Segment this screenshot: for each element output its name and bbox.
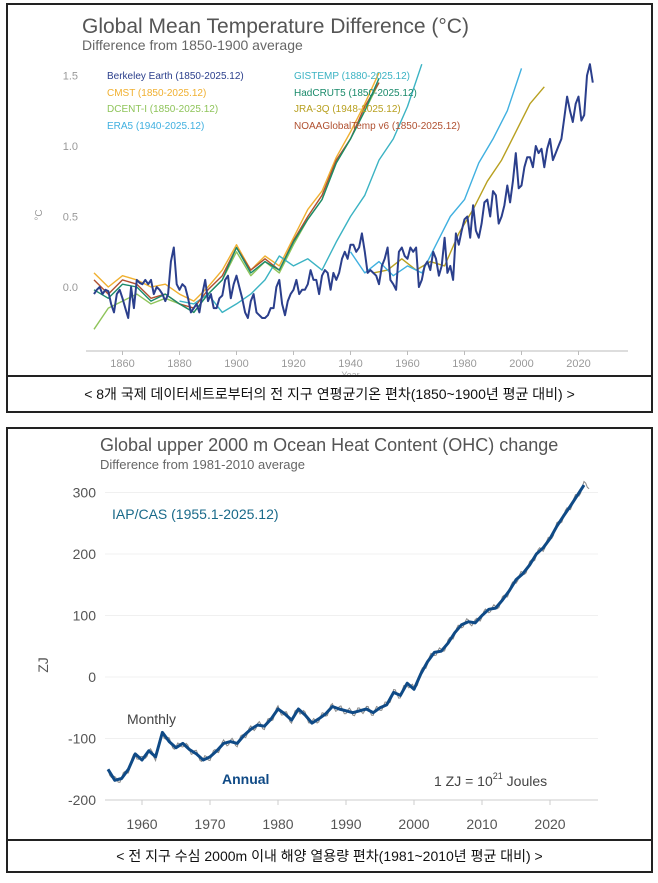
x-tick-label: 2020 [566,358,590,370]
x-tick-label: 1980 [452,358,476,370]
series-line-cmst [93,72,380,302]
y-tick-label: 100 [73,608,97,624]
y-tick-label: 0.0 [63,282,78,294]
y-tick-label: 300 [73,485,97,501]
unit-note: 1 ZJ = 1021 Joules [434,771,547,789]
legend-entry: DCENT-I (1850-2025.12) [107,104,218,115]
y-tick-label: 0 [88,669,96,685]
y-axis-label: ZJ [35,657,51,673]
ohc-caption: < 전 지구 수심 2000m 이내 해양 열용량 편차(1981~2010년 … [8,839,651,871]
chart-subtitle: Difference from 1850-1900 average [82,37,303,53]
y-tick-label: -100 [68,731,96,747]
monthly-line [107,480,590,783]
chart-subtitle: Difference from 1981-2010 average [100,457,305,472]
series-line-era5 [349,68,523,277]
legend-entry: JRA-3Q (1948-2025.12) [294,104,401,115]
x-tick-label: 2000 [398,816,429,832]
x-tick-label: 2000 [509,358,533,370]
chart-title: Global Mean Temperature Difference (°C) [82,15,469,38]
legend-entry: Berkeley Earth (1850-2025.12) [107,71,244,82]
y-tick-label: 200 [73,546,97,562]
series-line-gistemp [179,63,423,314]
y-axis-label: °C [34,209,45,220]
x-tick-label: 1900 [224,358,248,370]
unit-note-unit-exp: 21 [493,771,503,781]
x-tick-label: 1980 [262,816,293,832]
temperature-caption: < 8개 국제 데이터세트로부터의 전 지구 연평균기온 편차(1850~190… [8,375,651,411]
series-line-hadcrut5 [93,78,380,314]
dataset-label: IAP/CAS (1955.1-2025.12) [112,506,279,522]
x-tick-label: 2010 [466,816,497,832]
series-line-dcent-i [93,82,380,330]
series-line-jra-3q [373,86,545,274]
series-line-noaaglobaltemp [93,82,380,309]
x-tick-label: 1860 [110,358,134,370]
x-tick-label: 1960 [395,358,419,370]
legend-entry: HadCRUT5 (1850-2025.12) [294,88,417,99]
x-axis-label: Year [341,370,359,375]
temperature-chart: Global Mean Temperature Difference (°C)D… [34,15,628,375]
x-tick-label: 1960 [126,816,157,832]
y-tick-label: 1.0 [63,141,78,153]
annual-label: Annual [222,771,269,787]
legend-entry: NOAAGlobalTemp v6 (1850-2025.12) [294,121,460,132]
legend-entry: GISTEMP (1880-2025.12) [294,71,410,82]
y-tick-label: 0.5 [63,212,78,224]
chart-title: Global upper 2000 m Ocean Heat Content (… [100,435,558,455]
unit-note-unit-prefix: 1 ZJ = 10 [434,773,493,789]
annual-line [106,484,586,782]
x-tick-label: 1940 [338,358,362,370]
x-tick-label: 2020 [534,816,565,832]
unit-note-unit-suffix: Joules [503,773,547,789]
legend-entry: ERA5 (1940-2025.12) [107,121,204,132]
ohc-chart: Global upper 2000 m Ocean Heat Content (… [35,435,598,832]
x-tick-label: 1970 [194,816,225,832]
x-tick-label: 1880 [167,358,191,370]
monthly-label: Monthly [127,711,176,727]
x-tick-label: 1990 [330,816,361,832]
temperature-chart-panel: Global Mean Temperature Difference (°C) D… [6,3,653,413]
y-tick-label: -200 [68,792,96,808]
x-tick-label: 1920 [281,358,305,370]
ohc-chart-panel: Global upper 2000 m Ocean Heat Content (… [6,427,653,873]
series-line-berkeley [93,63,594,319]
y-tick-label: 1.5 [63,71,78,83]
legend-entry: CMST (1850-2025.12) [107,88,206,99]
